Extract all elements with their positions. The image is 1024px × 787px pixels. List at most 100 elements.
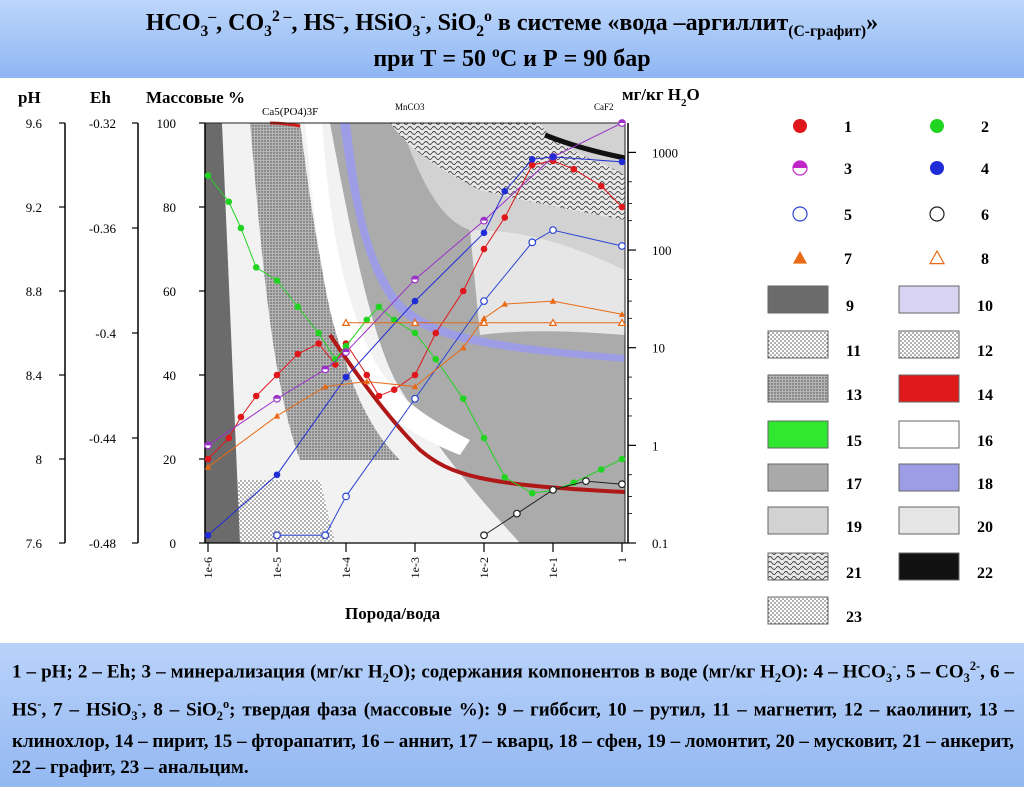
series-3-point: [618, 119, 626, 127]
area-annite: [305, 123, 470, 455]
series-2-point: [528, 489, 536, 497]
series-7-line: [207, 300, 623, 468]
series-8-point: [617, 318, 627, 327]
series-1-point: [480, 245, 488, 253]
mg-axis-label: мг/кг H2O: [622, 85, 700, 109]
series-2-point: [501, 474, 509, 481]
series-2-point: [294, 303, 302, 311]
series-4-point: [618, 158, 626, 166]
series-8-point: [410, 318, 420, 327]
series-7-point: [618, 310, 626, 317]
legend-marker-6: [929, 206, 945, 222]
mass-tick-label: 100: [157, 116, 177, 131]
legend-label-3: 3: [844, 161, 852, 178]
legend-label-7: 7: [844, 251, 852, 268]
mg-tick-label: 100: [652, 243, 672, 258]
legend-swatch-10: [898, 285, 960, 314]
mass-tick-label: 40: [163, 368, 176, 383]
series-5-point: [618, 242, 626, 250]
series-3-point: [321, 365, 330, 374]
ph-tick-label: 8: [36, 452, 43, 467]
mass-tick-label: 0: [170, 536, 177, 551]
eh-axis-label: Eh: [90, 88, 111, 107]
annotation-caf2: CaF2: [594, 102, 614, 112]
legend-label-10: 10: [977, 298, 993, 315]
legend-label-18: 18: [977, 476, 993, 493]
series-5-point: [342, 492, 350, 501]
legend-swatch-23: [767, 596, 829, 625]
series-7-point: [501, 300, 509, 307]
title-line-1: HCO3–, CO32 –, HS–, HSiO3-, SiO2o в сист…: [145, 8, 879, 40]
x-tick-label: 1e-4: [339, 557, 353, 578]
series-1-point: [237, 413, 245, 421]
line-pyrite: [328, 333, 626, 494]
legend-label-21: 21: [846, 565, 862, 582]
eh-tick-label: -0.4: [95, 326, 116, 341]
x-tick-label: 1e-5: [270, 557, 284, 578]
legend-marker-8: [928, 249, 946, 265]
caption-panel: 1 – pH; 2 – Eh; 3 – минерализация (мг/кг…: [0, 643, 1024, 787]
series-5-point: [549, 226, 557, 235]
series-1-point: [225, 434, 233, 442]
series-3-point: [411, 275, 419, 284]
series-4-point: [501, 187, 509, 195]
series-1-point: [375, 392, 383, 400]
legend-swatch-11: [767, 330, 829, 359]
series-2-point: [273, 277, 281, 284]
series-1-point: [501, 214, 509, 221]
legend-marker-7: [793, 251, 807, 264]
ph-axis-label: pH: [18, 88, 41, 107]
series-1-point: [597, 182, 605, 190]
legend-label-23: 23: [846, 609, 862, 626]
legend-label-14: 14: [977, 387, 993, 404]
ph-tick-label: 9.6: [26, 116, 43, 131]
series-1-point: [273, 371, 281, 379]
series-3-point: [342, 348, 350, 357]
series-2-point: [390, 316, 398, 324]
series-3-point: [204, 441, 212, 450]
series-2-point: [342, 342, 350, 350]
legend-marker-2: [930, 119, 944, 133]
legend-swatch-16: [898, 420, 960, 449]
series-7-point: [363, 378, 371, 385]
legend-label-20: 20: [977, 519, 993, 536]
series-3-line: [207, 122, 623, 446]
series-7-point: [321, 383, 329, 390]
legend-swatch-14: [898, 374, 960, 403]
legend-swatch-9: [767, 285, 829, 314]
chart: pH Eh Массовые % мг/кг H2O 9.6 9.2 8.8 8.4 8…: [18, 85, 993, 626]
legend-label-11: 11: [846, 343, 861, 360]
series-4-point: [480, 229, 488, 237]
series-1-point: [252, 392, 260, 400]
eh-tick-label: -0.36: [89, 221, 117, 236]
series-1-point: [363, 371, 371, 379]
legend-label-16: 16: [977, 433, 993, 450]
mass-tick-label: 80: [163, 200, 176, 215]
series-5-point: [321, 531, 330, 540]
series-5-line: [277, 229, 623, 536]
series-2-point: [225, 198, 233, 206]
legend-label-22: 22: [977, 565, 993, 582]
series-1-point: [315, 340, 322, 347]
mg-tick-label: 1: [652, 438, 659, 453]
x-tick-label: 1e-6: [201, 557, 215, 578]
series-1-point: [411, 371, 419, 379]
series-layer: [204, 119, 627, 540]
series-2-point: [363, 316, 371, 324]
series-4-point: [549, 153, 557, 161]
series-1-point: [570, 165, 578, 173]
series-2-point: [459, 395, 467, 402]
series-8-point: [479, 318, 489, 327]
series-2-point: [375, 303, 383, 311]
annotation-fluorapatite: Ca5(PO4)3F: [262, 106, 318, 118]
series-1-point: [390, 386, 398, 394]
legend-label-17: 17: [846, 476, 862, 493]
legend-swatch-12: [898, 330, 960, 359]
legend-label-2: 2: [981, 119, 989, 136]
legend-label-6: 6: [981, 207, 989, 224]
series-7-point: [411, 383, 419, 390]
legend-marker-5: [792, 206, 808, 222]
legend-label-13: 13: [846, 387, 862, 404]
x-tick-label: 1e-2: [477, 557, 491, 578]
